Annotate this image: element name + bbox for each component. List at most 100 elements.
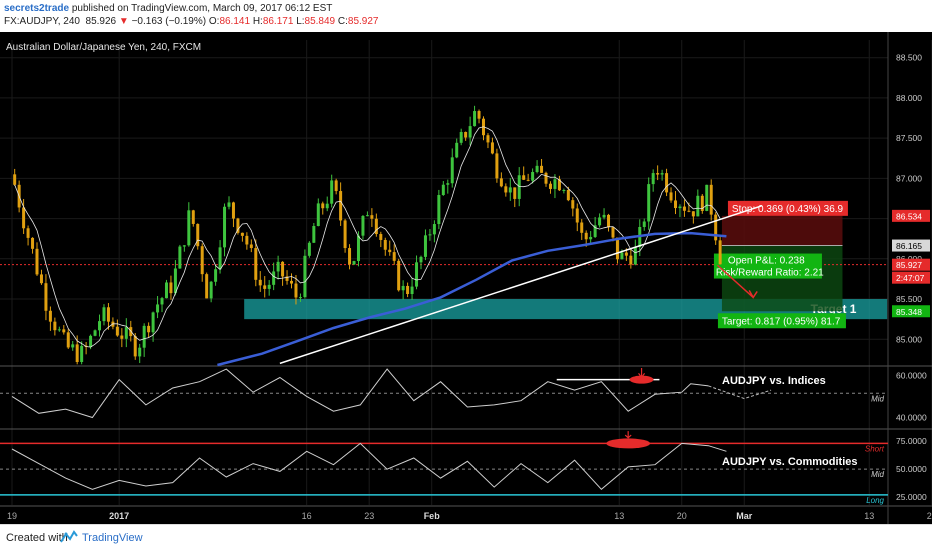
osc2-tick: 25.0000 (896, 492, 927, 502)
osc1-line (11, 368, 709, 419)
candle-body (522, 175, 526, 180)
price-axis[interactable]: 85.00085.50086.00086.50087.00087.50088.0… (892, 53, 930, 502)
candle-body (428, 234, 432, 236)
candle-body (312, 226, 316, 243)
candle-body (316, 203, 320, 227)
target-label-box (717, 313, 846, 329)
candle-body (696, 195, 700, 217)
candle-body (629, 255, 633, 265)
candle-body (455, 142, 459, 158)
candle-body (39, 274, 43, 284)
time-tick: 13 (614, 511, 624, 521)
price-tick: 88.000 (896, 93, 922, 103)
candle-body (120, 335, 124, 339)
footer: Created with TradingView (0, 524, 932, 551)
candle-body (620, 252, 624, 260)
candle-body (374, 218, 378, 235)
osc1-arrow-icon (638, 368, 646, 379)
candle-body (499, 178, 503, 187)
candle-body (548, 183, 552, 189)
candle-body (624, 252, 628, 256)
osc2-mid-label: Mid (871, 470, 884, 479)
tradingview-logo-icon[interactable] (60, 530, 78, 544)
candle-body (285, 276, 289, 281)
low-label: L: (296, 16, 305, 27)
candle-body (48, 310, 52, 322)
candle-body (124, 327, 128, 339)
candle-body (200, 246, 204, 275)
candle-body (191, 210, 195, 224)
candle-body (240, 232, 244, 236)
candle-body (383, 239, 387, 250)
candle-body (218, 247, 222, 270)
author-link[interactable]: secrets2trade (4, 3, 70, 14)
candle-body (705, 184, 709, 211)
candle-body (464, 132, 468, 138)
candle-body (223, 206, 227, 248)
candle-body (379, 234, 383, 240)
tradingview-brand-link[interactable]: TradingView (82, 532, 143, 544)
candle-body (660, 173, 664, 175)
candle-body (334, 180, 338, 192)
candle-body (66, 332, 70, 348)
candle-body (540, 165, 544, 173)
candle-body (598, 217, 602, 226)
candle-body (22, 207, 26, 229)
candle-body (557, 179, 561, 191)
candle-body (673, 200, 677, 209)
candle-body (423, 235, 427, 257)
candle-body (553, 179, 557, 189)
candle-body (254, 248, 258, 280)
candle-body (205, 274, 209, 299)
candle-body (272, 271, 276, 285)
candle-body (714, 214, 718, 241)
entry-price-tag: 86.165 (896, 241, 922, 251)
candle-body (401, 285, 405, 291)
time-tick: 20 (927, 511, 932, 521)
candle-body (651, 173, 655, 185)
candle-body (164, 282, 168, 299)
candle-body (147, 325, 151, 333)
candle-body (718, 240, 722, 265)
candle-body (80, 345, 84, 362)
candle-body (531, 172, 535, 181)
candle-body (642, 221, 646, 227)
candle-body (490, 142, 494, 154)
candle-body (682, 206, 686, 211)
pnl-box (713, 253, 822, 279)
candle-body (290, 280, 294, 284)
time-tick: 13 (864, 511, 874, 521)
candle-body (303, 255, 307, 298)
candle-body (566, 190, 570, 201)
candle-body (26, 228, 30, 238)
trendline[interactable] (279, 205, 763, 365)
candle-body (700, 195, 704, 211)
candle-body (486, 135, 490, 143)
position-tool[interactable]: Stop: 0.369 (0.43%) 36.9 Open P&L: 0.238R… (0, 200, 888, 329)
candle-body (298, 297, 302, 299)
candle-body (160, 298, 164, 305)
candle-body (258, 279, 262, 286)
osc2-arrow-icon (624, 431, 632, 439)
candle-body (343, 220, 347, 249)
candle-body (182, 245, 186, 247)
price-change: −0.163 (−0.19%) (131, 16, 207, 27)
countdown-box (892, 271, 930, 284)
candle-body (665, 173, 669, 193)
stop-price-tag-box (892, 209, 930, 222)
price-tick: 88.500 (896, 53, 922, 63)
time-axis[interactable]: 1920171623Feb1320Mar132027Apr10 (7, 511, 932, 521)
candle-body (584, 232, 588, 240)
candle-body (593, 225, 597, 237)
candle-body (687, 210, 691, 212)
time-tick: 20 (677, 511, 687, 521)
candle-body (392, 252, 396, 261)
osc2-line (11, 442, 727, 490)
osc1-projection (708, 385, 772, 400)
candle-body (352, 261, 356, 265)
candle-body (35, 248, 39, 275)
candle-body (410, 286, 414, 295)
candle-body (53, 321, 57, 331)
